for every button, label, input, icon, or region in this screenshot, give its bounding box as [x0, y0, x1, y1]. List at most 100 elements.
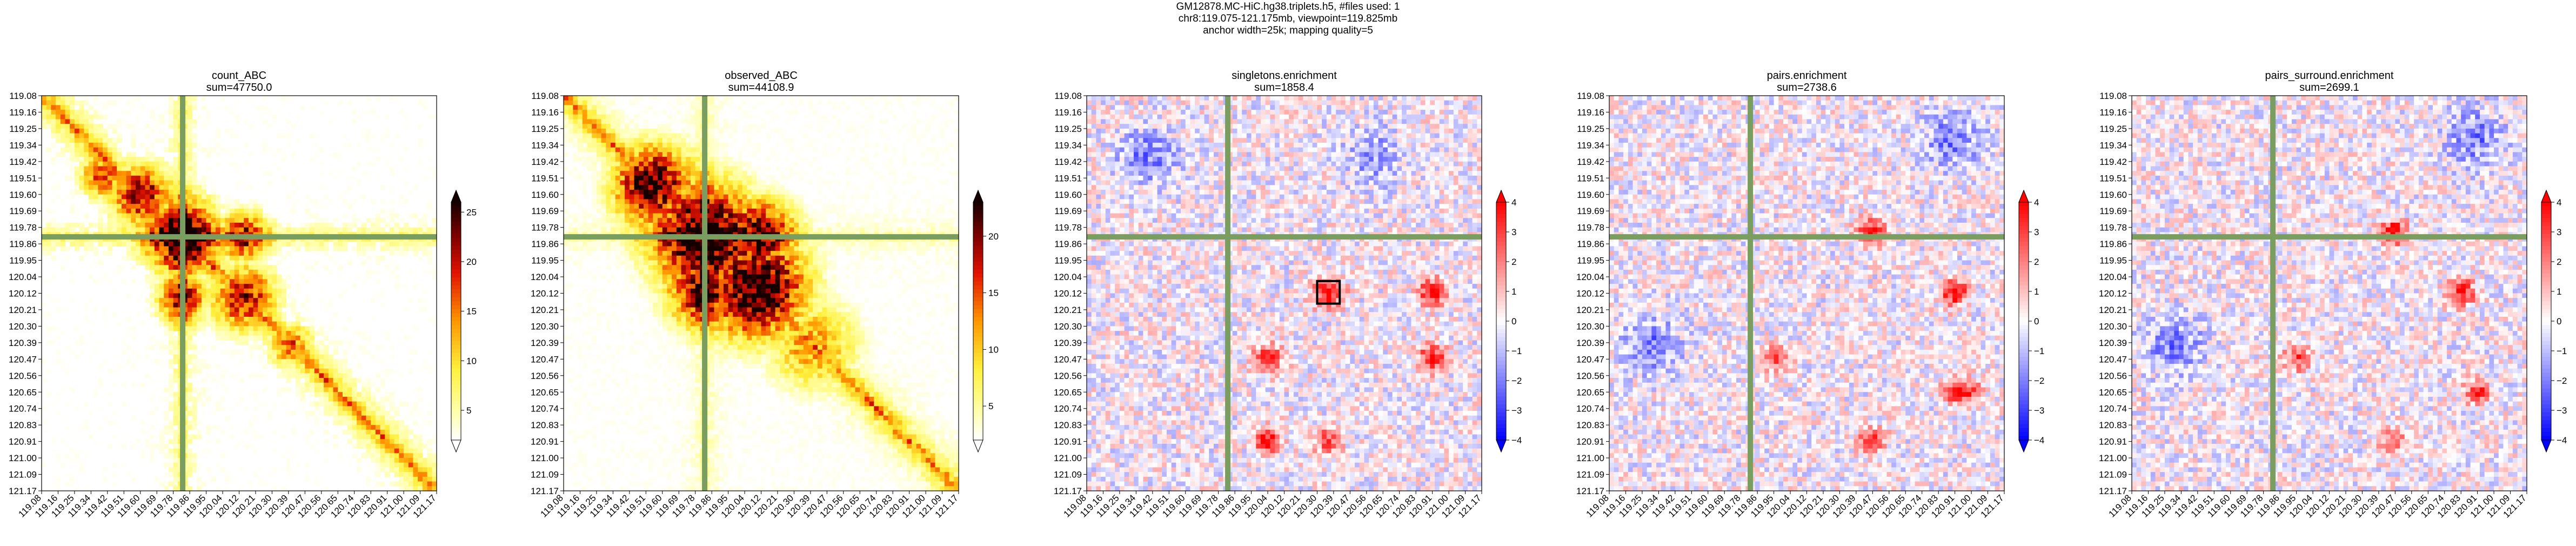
- colorbar-extend-min: [1496, 440, 1506, 452]
- y-tick-label: 120.91: [531, 437, 559, 447]
- y-tick-label: 120.83: [531, 420, 559, 430]
- y-tick-label: 119.78: [531, 223, 559, 233]
- colorbar-tick-label: 3: [2034, 227, 2039, 237]
- y-tick-label: 119.25: [1577, 124, 1604, 134]
- y-tick-label: 119.69: [9, 206, 37, 216]
- y-tick-label: 119.34: [2099, 140, 2127, 150]
- y-tick-label: 120.39: [1054, 338, 1082, 348]
- y-tick-label: 120.91: [2099, 437, 2127, 447]
- y-tick-label: 119.25: [2099, 124, 2127, 134]
- y-tick-label: 119.69: [1577, 206, 1604, 216]
- y-tick-label: 120.30: [1054, 321, 1082, 331]
- y-tick-label: 119.16: [9, 107, 37, 117]
- y-tick-label: 120.65: [531, 387, 559, 397]
- y-tick-label: 120.04: [9, 272, 37, 282]
- y-tick-label: 119.25: [531, 124, 559, 134]
- panel-title: singletons.enrichment: [1232, 70, 1337, 82]
- y-tick-label: 119.42: [1054, 157, 1082, 167]
- y-tick-label: 121.09: [1576, 470, 1604, 480]
- panel-sum: sum=2699.1: [2299, 82, 2359, 94]
- y-tick-label: 120.56: [531, 371, 559, 381]
- y-tick-label: 120.91: [9, 437, 37, 447]
- colorbar-tick-label: 5: [988, 401, 993, 411]
- colorbar-tick-label: −2: [2034, 376, 2044, 386]
- y-tick-label: 120.12: [9, 289, 37, 299]
- heatmap-cells: [1087, 96, 1482, 491]
- y-tick-label: 120.04: [1054, 272, 1082, 282]
- y-tick-label: 120.56: [1576, 371, 1604, 381]
- panel-observed-abc: observed_ABCsum=44108.9119.08119.08119.1…: [531, 70, 999, 520]
- y-tick-label: 119.95: [1054, 256, 1082, 266]
- y-tick-label: 121.09: [2099, 470, 2127, 480]
- y-tick-label: 120.39: [1576, 338, 1604, 348]
- y-tick-label: 119.08: [2099, 91, 2127, 101]
- y-tick-label: 120.30: [1576, 321, 1604, 331]
- y-tick-label: 120.47: [1054, 354, 1082, 364]
- panel-title: observed_ABC: [725, 70, 798, 82]
- y-tick-label: 120.04: [531, 272, 559, 282]
- colorbar-tick-label: 0: [2557, 316, 2561, 327]
- colorbar-extend-max: [2541, 190, 2551, 202]
- y-tick-label: 119.08: [531, 91, 559, 101]
- colorbar-tick-label: 25: [466, 207, 477, 217]
- y-tick-label: 120.65: [1054, 387, 1082, 397]
- panel-pairs-surround-enrichment: pairs_surround.enrichmentsum=2699.1119.0…: [2099, 70, 2567, 520]
- y-tick-label: 120.12: [1576, 289, 1604, 299]
- y-tick-label: 119.86: [531, 239, 559, 249]
- y-tick-label: 119.08: [1054, 91, 1082, 101]
- colorbar-tick-label: −1: [1511, 346, 1522, 356]
- y-tick-label: 120.56: [9, 371, 37, 381]
- y-tick-label: 119.86: [1054, 239, 1082, 249]
- colorbar-extend-min: [2019, 440, 2029, 452]
- y-tick-label: 121.00: [1054, 453, 1082, 463]
- colorbar-extend-max: [451, 190, 461, 202]
- y-tick-label: 119.16: [2099, 107, 2127, 117]
- colorbar-tick-label: 4: [1511, 197, 1516, 208]
- y-tick-label: 120.83: [1054, 420, 1082, 430]
- y-tick-label: 120.12: [531, 289, 559, 299]
- y-tick-label: 120.39: [2099, 338, 2127, 348]
- y-tick-label: 119.34: [9, 140, 37, 150]
- y-tick-label: 121.00: [1576, 453, 1604, 463]
- y-tick-label: 121.09: [531, 470, 559, 480]
- y-tick-label: 119.60: [1054, 190, 1082, 200]
- colorbar-tick-label: 1: [1511, 287, 1516, 297]
- y-tick-label: 120.56: [2099, 371, 2127, 381]
- colorbar-tick-label: 2: [2034, 257, 2039, 267]
- y-tick-label: 119.69: [2099, 206, 2127, 216]
- colorbar-tick-label: −3: [2557, 405, 2567, 416]
- panel-sum: sum=2738.6: [1777, 82, 1837, 94]
- y-tick-label: 119.95: [2099, 256, 2127, 266]
- y-tick-label: 121.17: [9, 486, 37, 496]
- colorbar-extend-min: [451, 440, 461, 452]
- colorbar-tick-label: 10: [988, 344, 999, 355]
- y-tick-label: 120.83: [1576, 420, 1604, 430]
- y-tick-label: 120.21: [1054, 305, 1082, 315]
- colorbar-tick-label: 4: [2557, 197, 2561, 208]
- colorbar-tick-label: −2: [2557, 376, 2567, 386]
- y-tick-label: 121.17: [531, 486, 559, 496]
- heatmap-cells: [564, 96, 959, 491]
- y-tick-label: 119.25: [9, 124, 37, 134]
- y-tick-label: 119.51: [531, 173, 559, 183]
- colorbar-tick-label: 15: [988, 288, 999, 298]
- colorbar-extend-min: [2541, 440, 2551, 452]
- y-tick-label: 120.39: [9, 338, 37, 348]
- panel-singletons-enrichment: singletons.enrichmentsum=1858.4119.08119…: [1054, 70, 1522, 520]
- colorbar-tick-label: −1: [2034, 346, 2044, 356]
- heatmap-cells: [42, 96, 437, 491]
- y-tick-label: 119.42: [2099, 157, 2127, 167]
- y-tick-label: 120.30: [2099, 321, 2127, 331]
- y-tick-label: 121.09: [1054, 470, 1082, 480]
- y-tick-label: 120.47: [9, 354, 37, 364]
- y-tick-label: 119.08: [9, 91, 37, 101]
- y-tick-label: 121.17: [2099, 486, 2127, 496]
- y-tick-label: 119.16: [1054, 107, 1082, 117]
- y-tick-label: 120.47: [531, 354, 559, 364]
- y-tick-label: 119.95: [531, 256, 559, 266]
- y-tick-label: 119.60: [9, 190, 37, 200]
- y-tick-label: 120.21: [1576, 305, 1604, 315]
- y-tick-label: 119.60: [531, 190, 559, 200]
- heatmap-cells: [2132, 96, 2527, 491]
